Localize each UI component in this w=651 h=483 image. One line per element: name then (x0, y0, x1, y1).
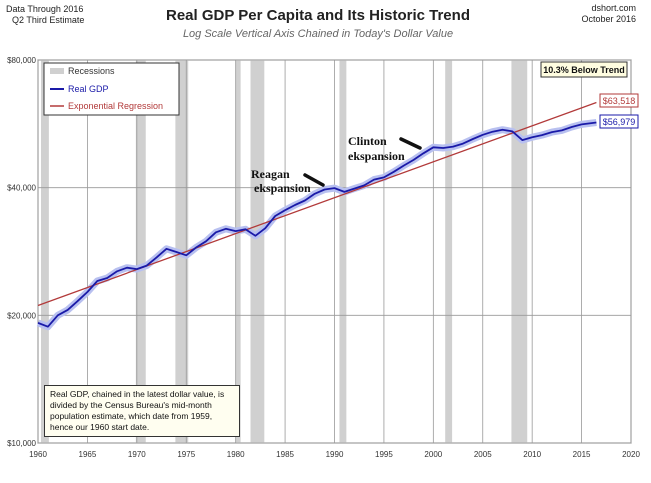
legend-regression: Exponential Regression (68, 101, 163, 111)
gridlines (37, 59, 632, 444)
chart-subtitle: Log Scale Vertical Axis Chained in Today… (183, 28, 453, 40)
clinton-label-line1: Clinton (348, 134, 387, 148)
estimate-label: Q2 Third Estimate (12, 15, 84, 25)
regression-line (37, 101, 597, 307)
x-tick-label: 2010 (523, 450, 541, 459)
x-tick-label: 1975 (177, 450, 195, 459)
reagan-arrow (303, 173, 325, 187)
x-tick-label: 2000 (424, 450, 442, 459)
x-tick-label: 1980 (227, 450, 245, 459)
x-tick-label: 1990 (326, 450, 344, 459)
real-gdp-line (37, 121, 597, 328)
recession-band (135, 60, 146, 443)
x-tick-label: 1960 (29, 450, 47, 459)
reagan-label-line1: Reagan (251, 167, 290, 181)
recession-band (40, 60, 49, 443)
below-trend-label: 10.3% Below Trend (543, 65, 625, 75)
recession-band (339, 60, 347, 443)
y-tick-label: $10,000 (7, 439, 36, 448)
legend-recessions: Recessions (68, 66, 115, 76)
recession-band (235, 60, 241, 443)
gdp-end-box (599, 114, 639, 129)
x-tick-label: 1970 (128, 450, 146, 459)
legend-recession-swatch (50, 68, 64, 74)
regression-end-label: $63,518 (603, 96, 636, 106)
x-tick-label: 1985 (276, 450, 294, 459)
recession-band (250, 60, 265, 443)
clinton-arrow (399, 137, 422, 150)
reagan-label-line2: ekspansion (254, 181, 311, 195)
recession-band (511, 60, 528, 443)
legend: Recessions Real GDP Exponential Regressi… (43, 62, 180, 116)
clinton-label-line2: ekspansion (348, 149, 405, 163)
y-tick-label: $20,000 (7, 311, 36, 320)
methodology-note: Real GDP, chained in the latest dollar v… (44, 385, 240, 437)
data-through-label: Data Through 2016 (6, 4, 83, 14)
y-tick-label: $40,000 (7, 184, 36, 193)
axis-ticks: $10,000 $20,000 $40,000 $80,000 1960 1965 1970… (7, 56, 640, 459)
x-tick-label: 1995 (375, 450, 393, 459)
y-tick-label: $80,000 (7, 56, 36, 65)
chart-title: Real GDP Per Capita and Its Historic Tre… (166, 7, 470, 24)
recession-band (445, 60, 453, 443)
gdp-end-label: $56,979 (603, 117, 636, 127)
date-label: October 2016 (581, 14, 636, 24)
below-trend-box (540, 61, 628, 78)
series-lines (36, 101, 597, 331)
source-label: dshort.com (591, 3, 636, 13)
legend-real-gdp: Real GDP (68, 84, 109, 94)
x-tick-label: 1965 (79, 450, 97, 459)
legend-box (43, 62, 180, 116)
x-tick-label: 2015 (573, 450, 591, 459)
regression-end-box (599, 93, 639, 108)
x-tick-label: 2020 (622, 450, 640, 459)
x-tick-label: 2005 (474, 450, 492, 459)
